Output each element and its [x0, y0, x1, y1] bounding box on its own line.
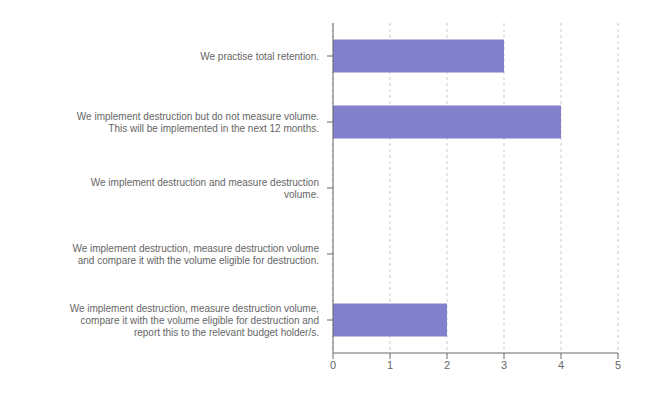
svg-text:1: 1	[387, 359, 393, 371]
svg-text:3: 3	[501, 359, 507, 371]
svg-text:4: 4	[558, 359, 564, 371]
svg-text:We implement destruction and m: We implement destruction and measure des…	[91, 177, 319, 200]
svg-text:We implement destruction but d: We implement destruction but do not meas…	[77, 111, 319, 134]
svg-text:0: 0	[330, 359, 336, 371]
svg-text:We practise total retention.: We practise total retention.	[200, 51, 319, 62]
svg-text:2: 2	[444, 359, 450, 371]
svg-text:We implement destruction, meas: We implement destruction, measure destru…	[72, 243, 319, 266]
svg-text:5: 5	[615, 359, 621, 371]
svg-text:We implement destruction, meas: We implement destruction, measure destru…	[70, 303, 319, 338]
